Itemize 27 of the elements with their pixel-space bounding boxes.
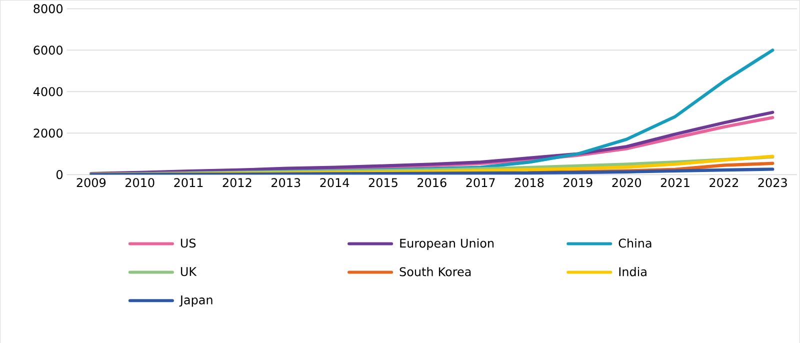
y-tick-label: 8000 [34,4,63,13]
x-tick-label: 2023 [758,178,787,187]
x-tick-label: 2014 [320,178,350,187]
y-tick-label: 2000 [34,128,63,138]
x-tick-label: 2020 [612,178,642,187]
x-tick-label: 2021 [660,178,690,187]
x-tick-label: 2009 [76,178,106,187]
x-tick-label: 2013 [272,178,300,187]
x-tick-label: 2016 [418,178,446,187]
y-tick-label: 4000 [33,86,63,96]
legend-label: US [180,238,196,248]
x-tick-label: 2012 [222,178,252,187]
legend-label: India [619,266,646,276]
y-tick-label: 6000 [34,45,63,54]
x-tick-label: 2010 [126,178,154,187]
legend-label: China [618,238,652,248]
legend-label: Japan [179,295,212,306]
legend-label: UK [180,266,197,276]
x-tick-label: 2011 [174,178,203,187]
x-tick-label: 2015 [368,178,398,187]
x-tick-label: 2017 [466,178,495,187]
y-tick-label: 0 [56,170,63,179]
legend-label: European Union [400,238,494,250]
x-tick-label: 2022 [710,178,738,187]
legend-label: South Korea [400,266,471,276]
x-tick-label: 2018 [514,178,544,187]
x-tick-label: 2019 [564,178,592,187]
